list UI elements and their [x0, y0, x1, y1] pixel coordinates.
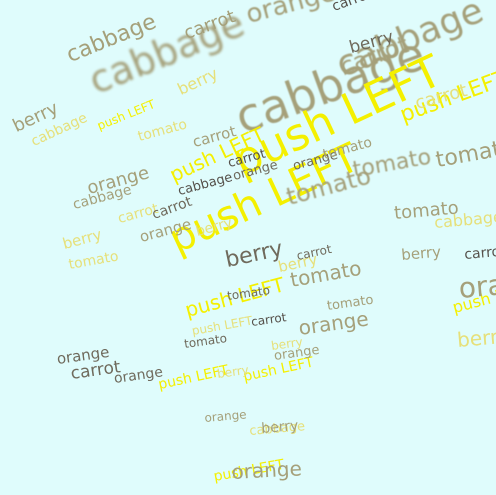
word-cabbage: cabbage	[433, 207, 496, 232]
word-berry: berry	[60, 225, 104, 253]
word-berry: berry	[223, 236, 286, 273]
word-tomato: tomato	[136, 116, 189, 145]
word-berry: berry	[456, 323, 496, 352]
word-orange: orange	[242, 0, 339, 30]
word-tomato: tomato	[67, 248, 120, 273]
word-carrot: carrot	[329, 0, 375, 15]
word-orange: orange	[230, 456, 303, 484]
word-berry: berry	[260, 417, 300, 437]
word-orange: orange	[457, 263, 496, 305]
word-berry: berry	[174, 63, 221, 99]
word-tomato: orange	[203, 407, 248, 425]
word-orange: orange	[296, 306, 370, 340]
word-tomato: tomato	[433, 134, 496, 173]
word-berry: berry	[400, 242, 442, 264]
word-tomato: tomato	[183, 331, 228, 351]
word-carrot: carrot	[250, 310, 288, 329]
word-carrot: carrot	[295, 241, 333, 263]
word-carrot: carrot	[463, 243, 496, 263]
